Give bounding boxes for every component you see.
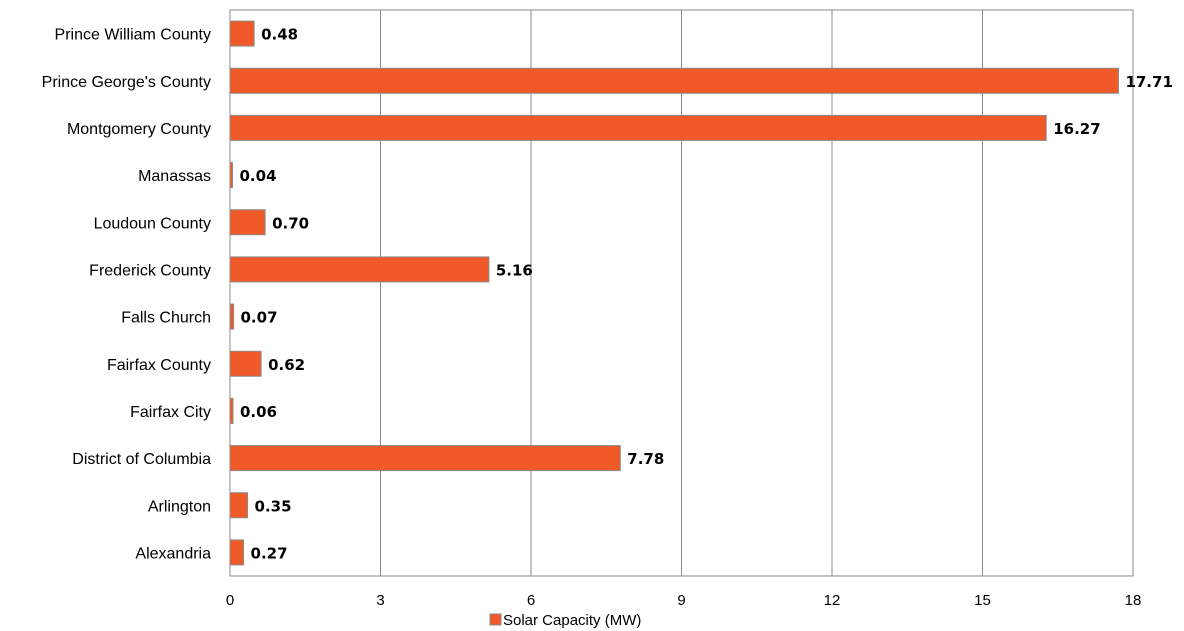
bar-4 xyxy=(229,209,266,236)
data-label-0: 0.48 xyxy=(261,26,298,44)
category-label-5: Frederick County xyxy=(89,262,211,279)
category-label-11: Alexandria xyxy=(135,545,211,562)
gridlines xyxy=(229,9,1134,577)
legend-label: Solar Capacity (MW) xyxy=(503,612,641,629)
legend: Solar Capacity (MW) xyxy=(489,612,641,629)
bar-3 xyxy=(229,162,233,189)
bar-1 xyxy=(229,67,1119,94)
bar-0 xyxy=(229,20,255,47)
x-tick-label-18: 18 xyxy=(1125,592,1142,609)
data-label-6: 0.07 xyxy=(241,309,278,327)
category-label-2: Montgomery County xyxy=(67,121,211,138)
data-label-2: 16.27 xyxy=(1053,120,1100,138)
category-label-7: Fairfax County xyxy=(107,357,211,374)
category-label-1: Prince George's County xyxy=(42,74,211,91)
bar-11 xyxy=(229,539,245,566)
category-label-6: Falls Church xyxy=(121,310,211,327)
category-label-9: District of Columbia xyxy=(72,451,211,468)
data-label-1: 17.71 xyxy=(1125,73,1172,91)
legend-swatch xyxy=(489,613,502,626)
bar-6 xyxy=(229,303,235,330)
data-label-4: 0.70 xyxy=(272,214,309,232)
bar-2 xyxy=(229,114,1047,141)
data-label-3: 0.04 xyxy=(240,167,277,185)
data-label-5: 5.16 xyxy=(496,261,533,279)
bar-5 xyxy=(229,256,490,283)
x-axis-tick-labels: 0 3 6 9 12 15 18 xyxy=(226,592,1142,609)
data-label-9: 7.78 xyxy=(627,450,664,468)
bars xyxy=(229,20,1119,566)
x-tick-label-6: 6 xyxy=(527,592,535,609)
data-label-8: 0.06 xyxy=(240,403,277,421)
category-label-3: Manassas xyxy=(138,168,211,185)
category-label-8: Fairfax City xyxy=(130,404,211,421)
data-label-7: 0.62 xyxy=(268,356,305,374)
category-label-0: Prince William County xyxy=(55,27,211,44)
x-tick-label-9: 9 xyxy=(677,592,685,609)
bar-8 xyxy=(229,397,234,424)
x-tick-label-0: 0 xyxy=(226,592,234,609)
x-tick-label-12: 12 xyxy=(824,592,841,609)
data-labels: 0.48 17.71 16.27 0.04 0.70 5.16 0.07 0.62 0.06 7.… xyxy=(240,26,1173,563)
category-label-10: Arlington xyxy=(148,498,211,515)
data-label-11: 0.27 xyxy=(251,544,288,562)
category-labels: Prince William County Prince George's Cou… xyxy=(42,27,211,563)
x-tick-label-15: 15 xyxy=(974,592,991,609)
bar-10 xyxy=(229,492,249,519)
category-label-4: Loudoun County xyxy=(94,215,211,232)
bar-9 xyxy=(229,445,621,472)
x-tick-label-3: 3 xyxy=(376,592,384,609)
data-label-10: 0.35 xyxy=(255,497,292,515)
bar-7 xyxy=(229,350,262,377)
